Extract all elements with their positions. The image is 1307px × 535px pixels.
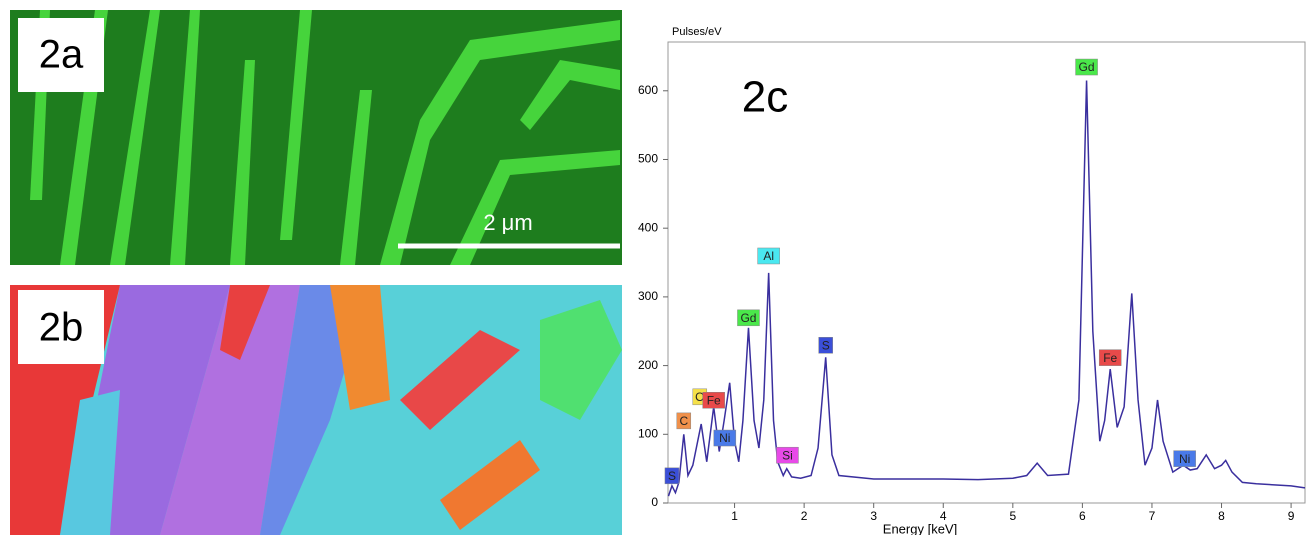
x-tick-label: 9 [1288, 509, 1295, 523]
panel-label: 2b [39, 306, 84, 350]
scale-bar-label: 2 μm [483, 210, 532, 235]
peak-label-box [818, 337, 833, 354]
peak-label-box [737, 309, 760, 327]
peak-label: Fe [1103, 351, 1117, 365]
y-axis-label: Pulses/eV [672, 26, 722, 38]
y-tick-label: 0 [651, 495, 658, 509]
peak-label: Si [782, 448, 793, 462]
y-tick-label: 200 [638, 358, 658, 372]
x-tick-label: 4 [940, 509, 947, 523]
peak-label-box [664, 467, 680, 485]
spectrum-chart: Pulses/eV Energy [keV] 2c 0 100 200 300 400 5… [638, 26, 1306, 535]
x-axis-label: Energy [keV] [883, 521, 957, 535]
x-tick-label: 8 [1218, 509, 1225, 523]
y-tick-label: 400 [638, 220, 658, 234]
peak-label-box [776, 446, 799, 464]
x-tick-label: 6 [1079, 509, 1086, 523]
x-tick-label: 2 [801, 509, 808, 523]
peak-label: Ni [719, 431, 730, 445]
peak-label: Al [763, 249, 774, 263]
plot-frame [667, 41, 1306, 504]
panel-label: 2c [742, 73, 788, 122]
spectrum-line [667, 80, 1306, 497]
y-tick-label: 600 [638, 83, 658, 97]
peak-label: S [668, 469, 676, 483]
peak-label-box [1173, 450, 1196, 467]
peak-label: Gd [740, 311, 756, 325]
panel-label: 2a [39, 33, 84, 77]
peak-label: C [679, 414, 688, 428]
peak-label: S [822, 338, 830, 352]
x-tick-label: 3 [870, 509, 877, 523]
peak-label: Ni [1179, 452, 1190, 466]
y-tick-label: 300 [638, 289, 658, 303]
peak-label-box [757, 247, 780, 265]
x-tick-label: 1 [731, 509, 738, 523]
y-tick-label: 100 [638, 426, 658, 440]
peak-label-box [1075, 58, 1098, 76]
micrograph-2b: 2b [10, 285, 622, 535]
peak-label: Gd [1079, 60, 1095, 74]
peak-label-box [676, 412, 692, 430]
peak-label-box [713, 429, 737, 447]
peak-label: O [695, 390, 704, 404]
micrograph-2a: 2 μm 2a [10, 10, 622, 265]
y-tick-label: 500 [638, 152, 658, 166]
peak-label-box [1098, 349, 1122, 366]
peak-label: Fe [707, 393, 721, 407]
peak-label-box [702, 392, 725, 409]
x-tick-label: 5 [1009, 509, 1016, 523]
x-tick-label: 7 [1149, 509, 1156, 523]
